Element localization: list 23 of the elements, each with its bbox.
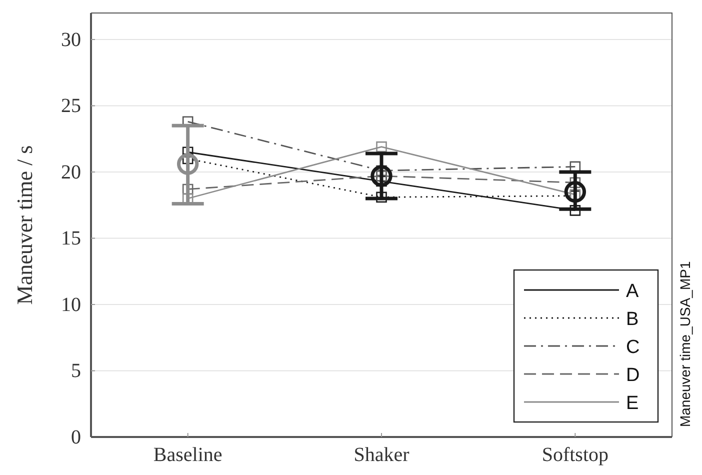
y-tick-label: 10 <box>61 294 81 316</box>
legend-label: A <box>626 281 639 302</box>
legend-label: E <box>626 393 639 414</box>
y-tick-label: 20 <box>61 161 81 184</box>
point <box>376 192 387 203</box>
text: Maneuver time_USA_MP1 <box>677 261 693 427</box>
y-tick-label: 0 <box>71 426 81 448</box>
y-tick-label: 15 <box>61 228 81 250</box>
point <box>570 177 581 188</box>
point <box>376 141 387 152</box>
x-tick-label: Shaker <box>354 444 410 466</box>
legend-label: B <box>626 309 639 330</box>
y-tick-label: 25 <box>61 95 81 118</box>
point <box>370 165 392 187</box>
x-tick-label: Baseline <box>153 444 222 466</box>
legend-label: C <box>626 337 640 358</box>
point <box>564 181 586 203</box>
x-tick-label: Softstop <box>542 444 609 466</box>
point <box>570 205 581 216</box>
y-tick-label: 30 <box>61 28 81 51</box>
y-tick-label: 5 <box>71 360 81 382</box>
y-axis-title: Maneuver time / s <box>12 145 37 305</box>
legend-label: D <box>626 365 640 386</box>
